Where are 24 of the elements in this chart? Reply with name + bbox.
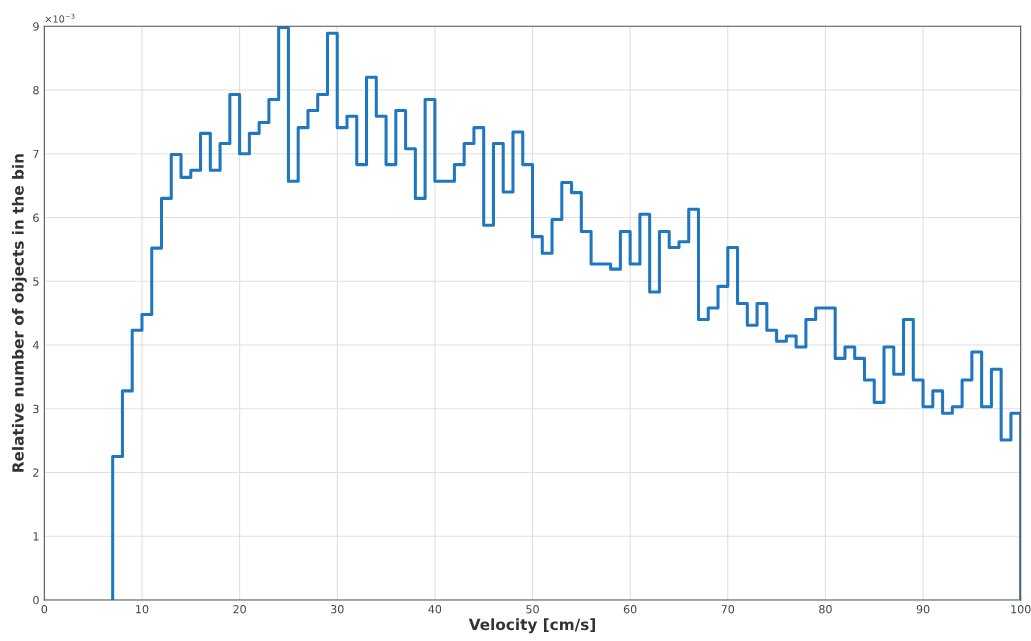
x-tick-label: 60 <box>623 605 637 614</box>
x-tick-label: 0 <box>41 605 48 614</box>
y-tick-label: 1 <box>33 532 39 541</box>
y-tick-label: 4 <box>32 341 39 350</box>
y-tick-label: 3 <box>33 404 39 414</box>
x-tick-label: 20 <box>233 605 246 614</box>
x-tick-label: 50 <box>526 605 539 614</box>
y-tick-label: 5 <box>33 277 39 286</box>
x-tick-label: 30 <box>331 605 344 614</box>
x-tick-label: 90 <box>916 605 930 614</box>
x-tick-label: 70 <box>721 605 735 614</box>
x-tick-label: 80 <box>819 605 832 614</box>
y-axis-title: Relative number of objects in the bin <box>11 154 27 472</box>
y-tick-label: 0 <box>33 595 39 605</box>
y-tick-label: 7 <box>33 149 39 158</box>
y-tick-label: 2 <box>33 468 39 477</box>
x-axis-title: Velocity [cm/s] <box>468 618 595 634</box>
y-tick-label: 9 <box>33 22 39 31</box>
x-tick-label: 10 <box>136 605 149 614</box>
x-tick-label: 100 <box>1011 605 1031 614</box>
y-tick-label: 6 <box>33 213 39 222</box>
y-tick-label: 8 <box>33 86 39 95</box>
x-tick-label: 40 <box>428 605 442 614</box>
text: ×10$^{−3}$ <box>45 13 75 23</box>
